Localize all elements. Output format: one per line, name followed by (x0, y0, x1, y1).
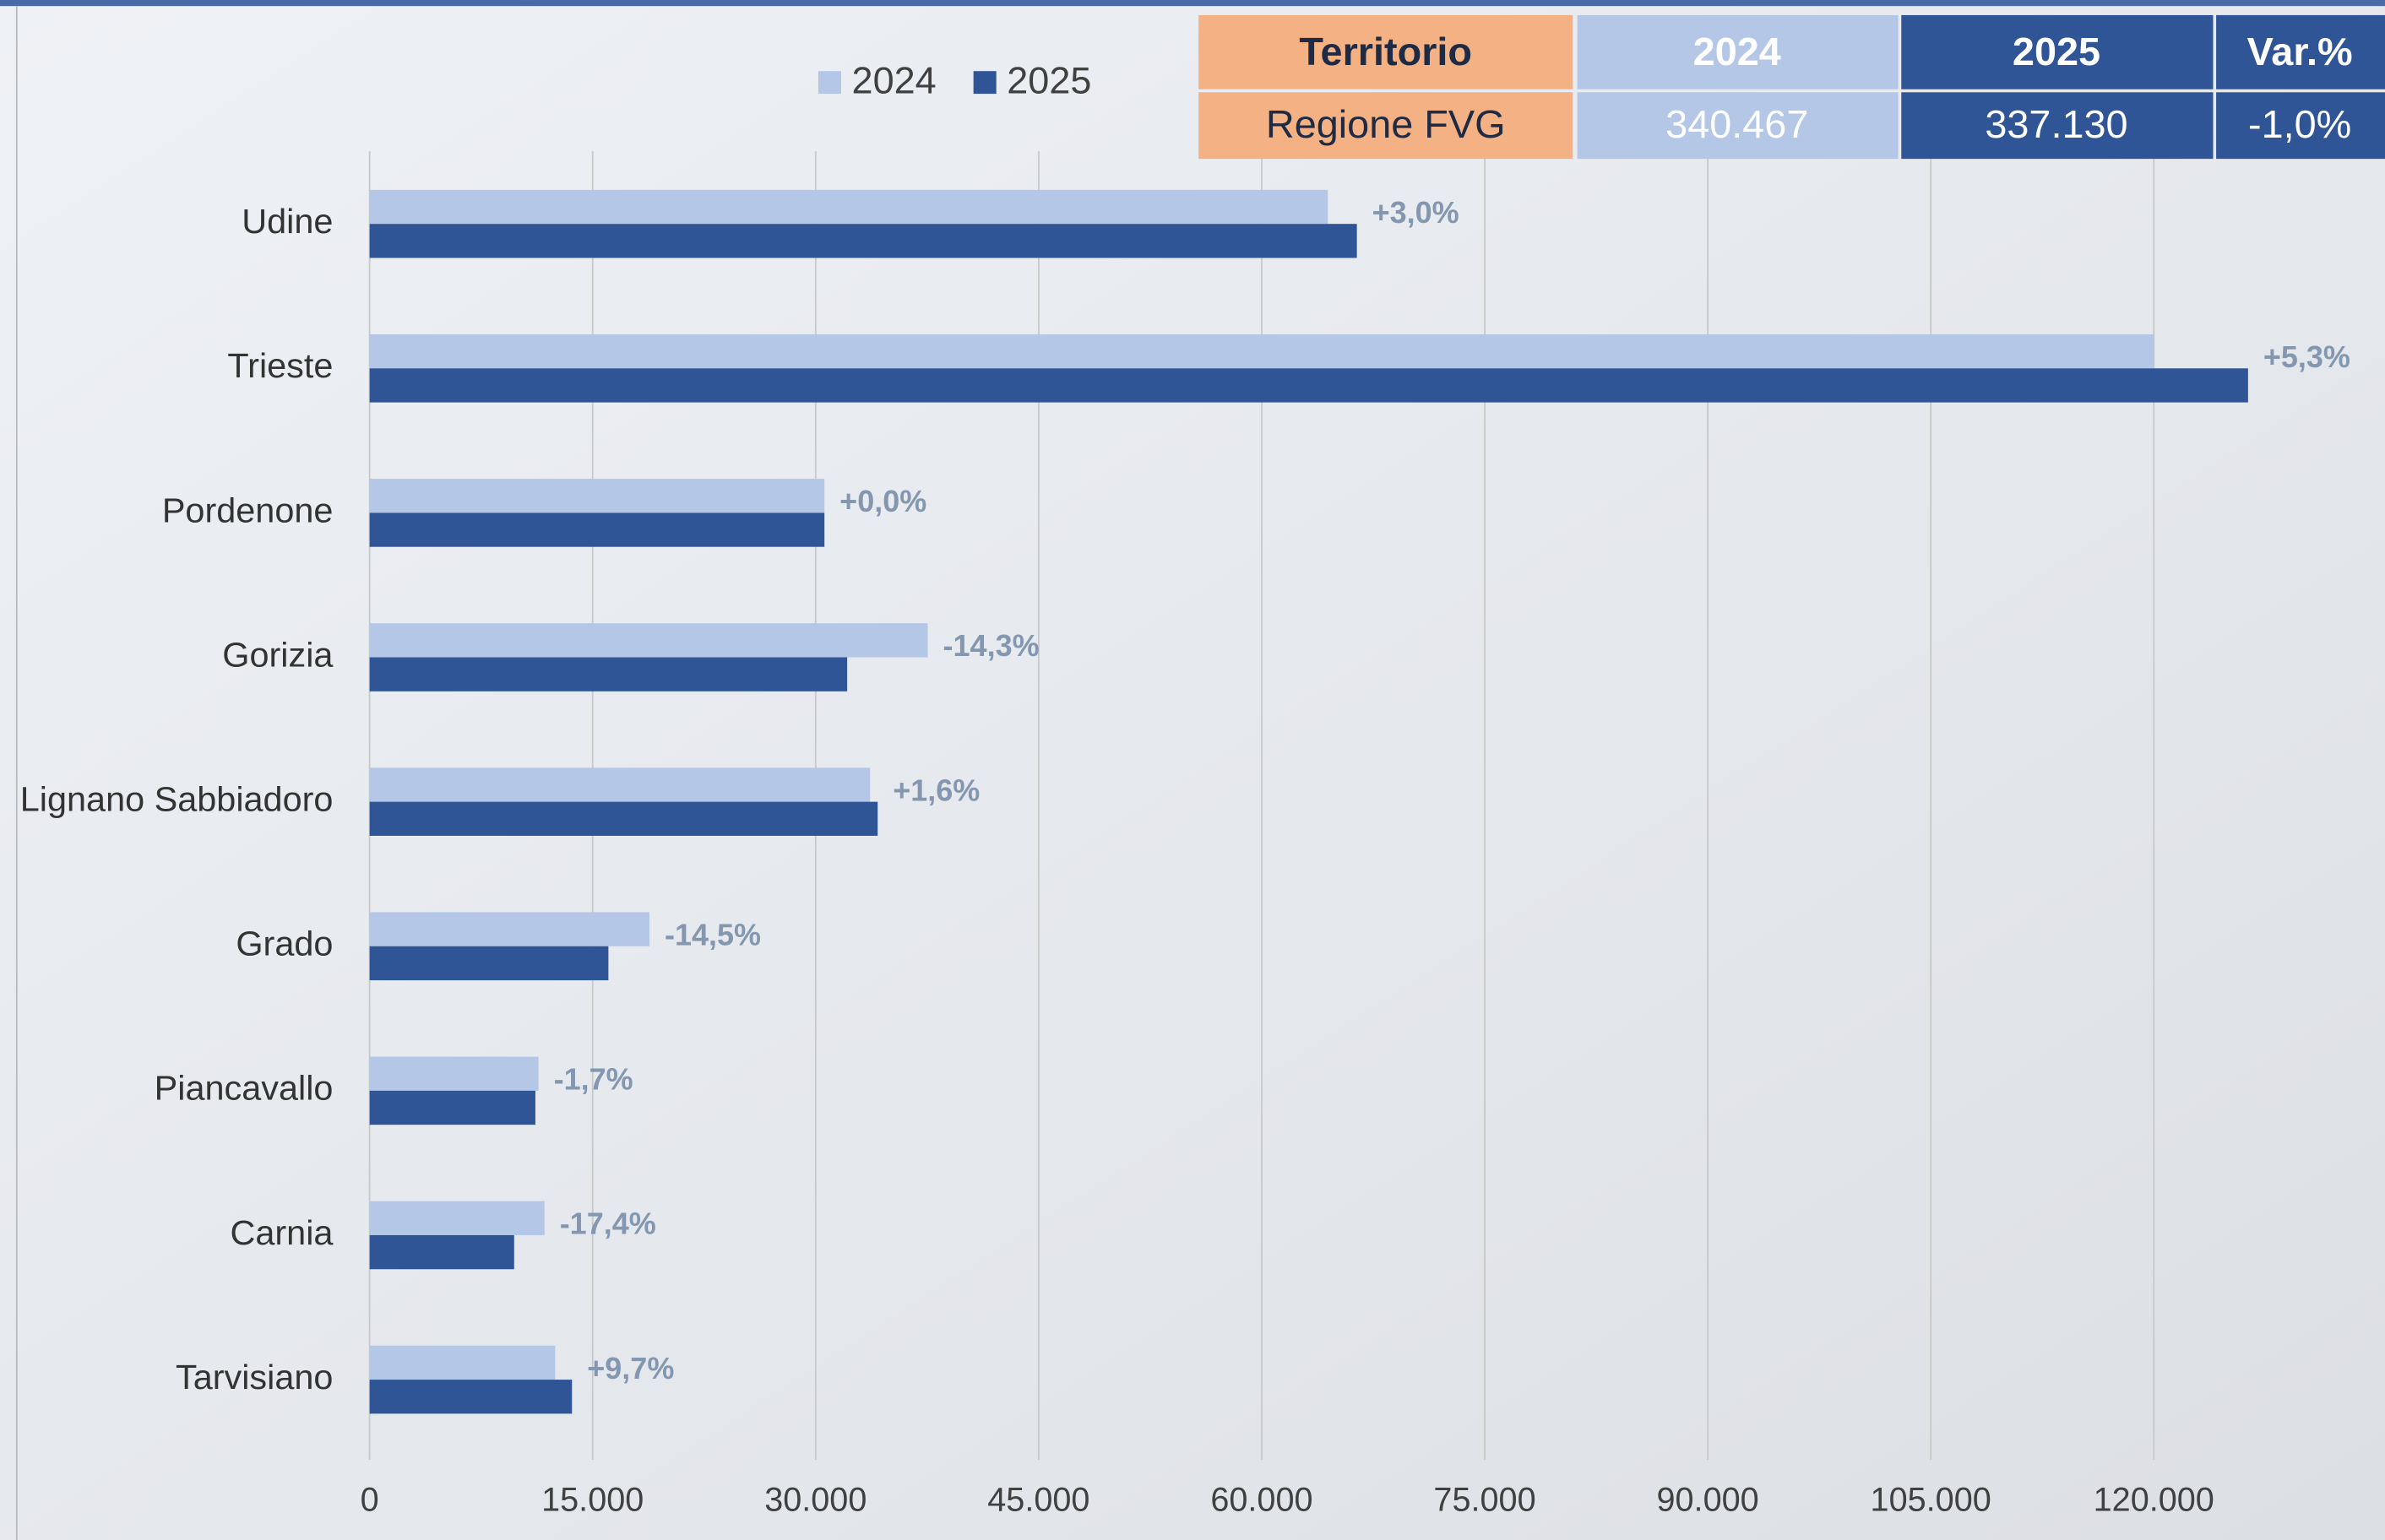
bar (370, 1057, 539, 1091)
table-cell-text: 340.467 (1665, 102, 1808, 146)
bar (370, 334, 2154, 368)
bar (370, 1235, 514, 1269)
bar (370, 512, 825, 546)
bar (370, 1201, 545, 1235)
change-label: +1,6% (893, 773, 980, 807)
y-tick-label: Carnia (230, 1213, 333, 1252)
y-tick-label: Tarvisiano (176, 1358, 333, 1396)
top-border (0, 0, 2385, 6)
x-tick-label: 45.000 (987, 1482, 1089, 1519)
legend-swatch (974, 71, 997, 94)
x-tick-label: 120.000 (2094, 1482, 2214, 1519)
legend-label: 2024 (852, 58, 937, 101)
bar (370, 368, 2248, 402)
table-cell-text: -1,0% (2248, 102, 2351, 146)
bar (370, 767, 871, 801)
bar (370, 658, 847, 691)
y-tick-label: Udine (242, 202, 333, 241)
y-tick-label: Piancavallo (155, 1069, 334, 1108)
bar (370, 479, 825, 512)
y-tick-label: Grado (236, 925, 333, 963)
page: {"chart_data": {"type": "bar", "orientat… (0, 0, 2385, 1540)
y-tick-label: Gorizia (222, 635, 333, 674)
x-tick-label: 90.000 (1657, 1482, 1759, 1519)
bar (370, 912, 649, 946)
change-label: -1,7% (554, 1062, 633, 1097)
y-tick-label: Pordenone (162, 491, 334, 529)
change-label: +0,0% (839, 484, 926, 518)
change-label: +3,0% (1372, 195, 1459, 230)
summary-table: Territorio 2024 2025 Var.% Regione FVG 3… (1198, 15, 2385, 159)
change-label: -17,4% (560, 1207, 656, 1241)
bar (370, 623, 928, 657)
table-header: 2024 (1693, 30, 1781, 73)
bar (370, 1346, 556, 1380)
table-cell-text: 337.130 (1985, 102, 2127, 146)
legend-swatch (818, 71, 841, 94)
x-tick-label: 60.000 (1210, 1482, 1312, 1519)
change-label: +9,7% (587, 1351, 674, 1385)
bar (370, 1091, 535, 1125)
x-tick-label: 105.000 (1871, 1482, 1991, 1519)
bar (370, 802, 878, 836)
x-tick-label: 15.000 (541, 1482, 644, 1519)
chart: Territorio 2024 2025 Var.% Regione FVG 3… (0, 0, 2385, 1540)
table-header: 2025 (2013, 30, 2100, 73)
x-tick-label: 75.000 (1433, 1482, 1535, 1519)
y-tick-label: Lignano Sabbiadoro (20, 780, 334, 819)
bar (370, 190, 1328, 224)
bar (370, 1380, 573, 1413)
x-tick-label: 30.000 (764, 1482, 867, 1519)
legend-label: 2025 (1007, 58, 1091, 101)
change-label: +5,3% (2263, 339, 2350, 374)
change-label: -14,5% (665, 918, 761, 952)
table-cell-text: Regione FVG (1266, 102, 1506, 146)
bar (370, 946, 609, 980)
change-label: -14,3% (943, 628, 1040, 663)
table-header: Territorio (1299, 30, 1472, 73)
y-tick-label: Trieste (227, 346, 333, 385)
x-tick-label: 0 (361, 1482, 379, 1519)
bar (370, 224, 1357, 258)
table-header: Var.% (2247, 30, 2353, 73)
